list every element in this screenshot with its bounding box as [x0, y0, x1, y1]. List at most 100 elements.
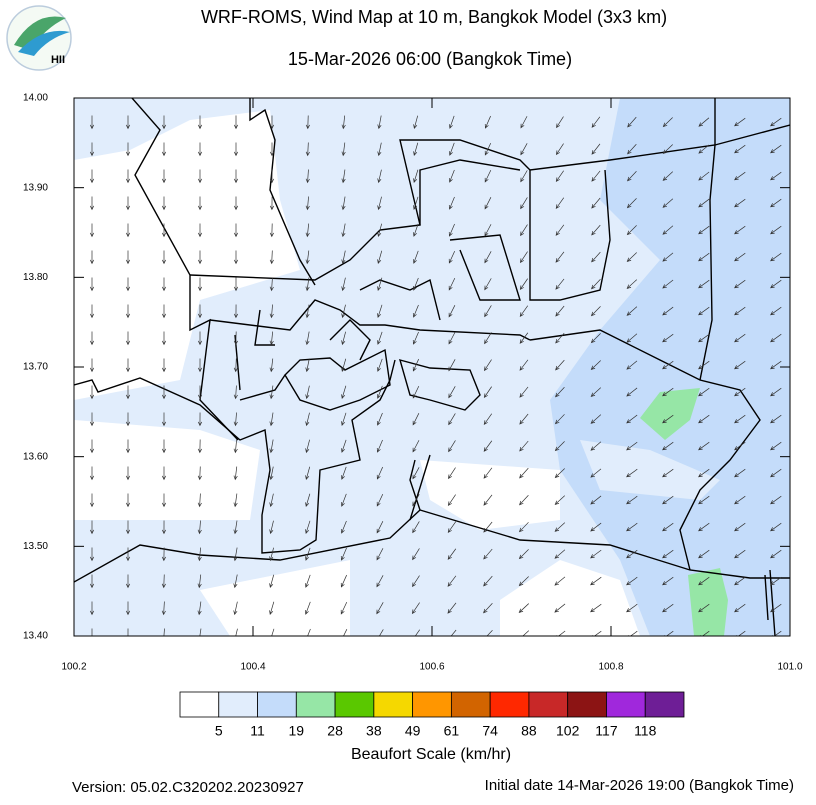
wind-arrow: [519, 359, 529, 371]
wind-arrow: [520, 630, 530, 636]
wind-arrow: [233, 547, 238, 562]
wind-arrow: [412, 440, 420, 453]
wind-arrow: [233, 277, 239, 292]
wind-arrow: [699, 630, 710, 636]
wind-arrow: [771, 630, 782, 636]
wind-arrow: [89, 277, 95, 292]
calm-zone: [200, 560, 350, 636]
x-tick-label: 101.0: [777, 662, 802, 673]
wind-arrow: [125, 547, 131, 562]
wind-arrow: [305, 466, 311, 481]
wind-arrow: [161, 304, 167, 319]
wind-arrow: [89, 358, 95, 373]
colorbar: 5 11 19 28 38 49 61 74 88 102 117 118: [179, 691, 685, 739]
wind-arrow: [197, 547, 202, 562]
wind-arrow: [197, 466, 202, 481]
wind-arrow: [590, 414, 602, 424]
y-tick-label: 13.90: [23, 182, 48, 193]
wind-arrow: [305, 223, 310, 238]
wind-arrow: [125, 412, 131, 427]
wind-arrow: [626, 252, 637, 263]
wind-arrow: [197, 304, 203, 319]
wind-arrow: [484, 332, 492, 345]
wind-arrow: [233, 169, 239, 184]
colorbar-box: [334, 691, 375, 718]
wind-arrow: [698, 495, 710, 505]
wind-arrow: [269, 115, 275, 130]
wind-arrow: [626, 414, 638, 424]
wind-arrow: [411, 602, 420, 615]
wind-arrow: [770, 360, 782, 370]
wind-arrow: [305, 196, 310, 211]
wind-arrow: [161, 412, 167, 427]
wind-arrow: [448, 386, 456, 399]
wind-arrow: [662, 414, 674, 424]
version: Version: 05.02.C320202.20230927: [72, 779, 304, 796]
wind-arrow: [89, 223, 95, 238]
wind-arrow: [305, 439, 310, 454]
wind-arrow: [448, 332, 456, 345]
wind-arrow: [734, 252, 746, 262]
wind-arrow: [271, 628, 275, 636]
wind-arrow: [307, 628, 311, 636]
wind-arrow: [341, 412, 347, 426]
wind-arrow: [233, 412, 238, 427]
wind-arrow: [734, 198, 746, 208]
wind-arrow: [341, 385, 347, 399]
wind-arrow: [734, 171, 746, 181]
wind-arrow: [484, 142, 492, 156]
wind-arrow: [377, 304, 383, 318]
wind-arrow: [412, 494, 420, 507]
wind-arrow: [735, 630, 746, 636]
wind-arrow: [89, 547, 95, 562]
wind-arrow: [412, 331, 419, 345]
wind-arrow: [484, 169, 492, 183]
wind-arrow: [483, 413, 493, 425]
wind-arrow: [304, 601, 311, 615]
wind-arrow: [662, 117, 673, 128]
wind-arrow: [662, 225, 674, 235]
wind-arrow: [197, 115, 203, 130]
wind-arrow: [483, 467, 493, 479]
wind-arrow: [554, 441, 565, 452]
wind-arrow: [734, 522, 746, 532]
wind-arrow: [448, 440, 456, 453]
wind-arrow: [626, 225, 637, 236]
wind-arrow: [483, 575, 493, 587]
wind-arrow: [377, 277, 383, 291]
wind-arrow: [161, 331, 167, 346]
wind-arrow: [233, 601, 238, 616]
wind-arrow: [412, 575, 420, 588]
wind-arrow: [555, 251, 565, 263]
wind-arrow: [698, 441, 710, 451]
wind-arrow: [305, 412, 310, 427]
wind-arrow: [233, 304, 239, 319]
colorbar-box: [412, 691, 452, 718]
colorbar-label: 74: [482, 723, 498, 739]
wind-arrow: [734, 333, 746, 343]
wind-arrow: [448, 359, 456, 372]
wind-arrow: [662, 144, 673, 155]
wind-arrow: [305, 385, 310, 400]
subtitle: 15-Mar-2026 06:00 (Bangkok Time): [288, 49, 572, 69]
wind-arrow: [377, 196, 382, 211]
wind-arrow: [448, 169, 455, 183]
wind-arrow: [89, 331, 95, 346]
wind-arrow: [127, 628, 129, 636]
wind-arrow: [519, 305, 529, 317]
wind-arrow: [450, 629, 457, 636]
wind-arrow: [376, 575, 384, 588]
title: WRF-ROMS, Wind Map at 10 m, Bangkok Mode…: [201, 7, 667, 27]
wind-arrow: [412, 548, 420, 561]
wind-arrow: [379, 629, 384, 636]
wind-arrow: [412, 277, 419, 291]
wind-arrow: [590, 441, 602, 451]
wind-arrow: [555, 143, 564, 156]
wind-arrow: [734, 549, 746, 559]
wind-arrow: [483, 440, 493, 452]
wind-arrow: [269, 412, 274, 427]
wind-arrow: [698, 198, 710, 208]
wind-arrow: [412, 304, 419, 318]
wind-arrow: [343, 629, 348, 636]
wind-arrow: [590, 333, 601, 344]
